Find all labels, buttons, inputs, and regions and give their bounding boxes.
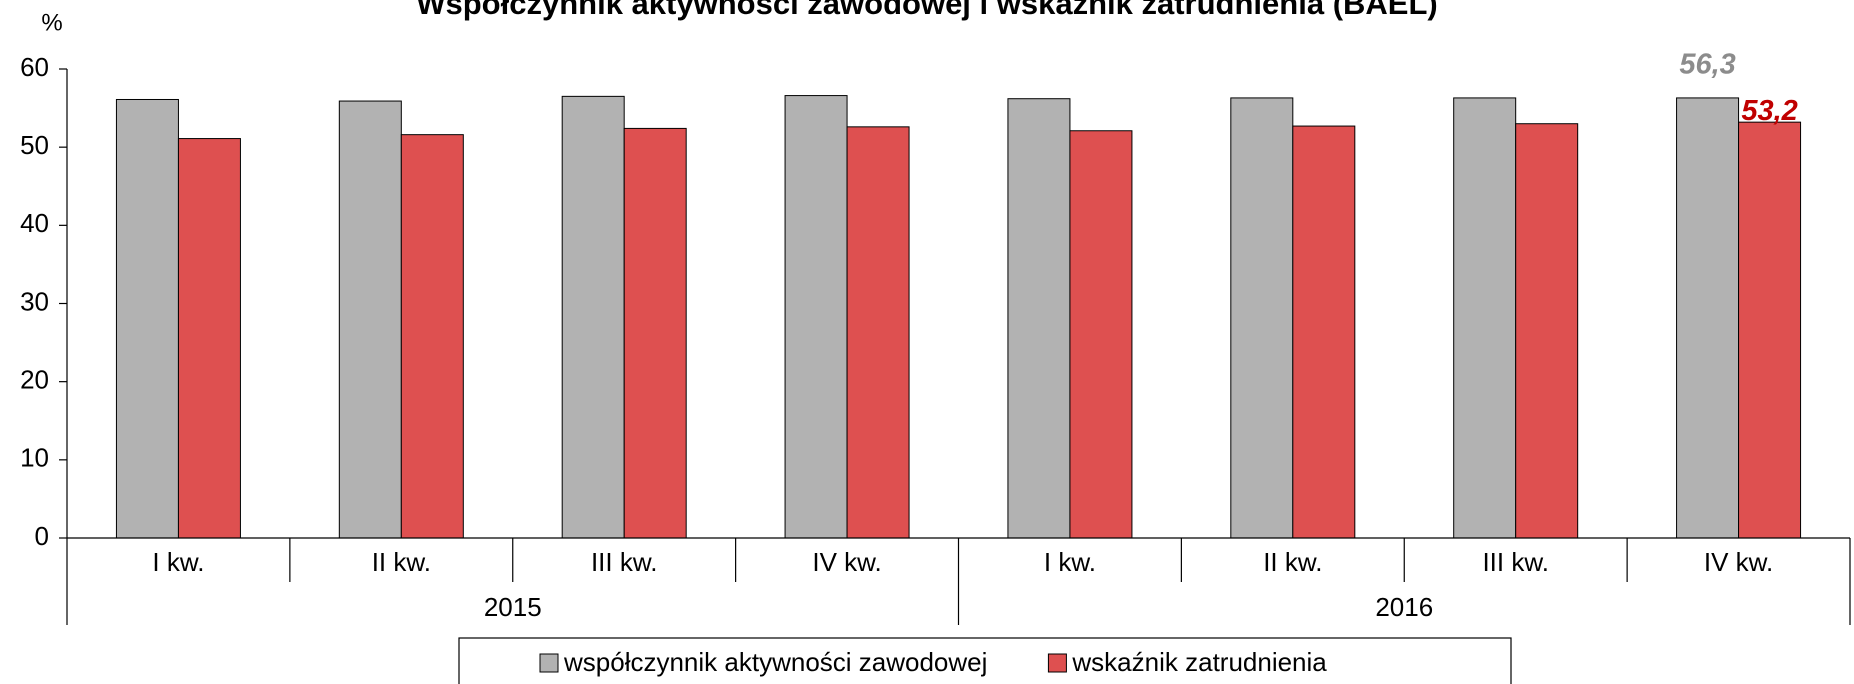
y-tick-label: 30 [20,286,49,316]
value-label: 53,2 [1741,95,1797,127]
group-label: 2016 [1375,592,1433,622]
y-tick-label: 50 [20,130,49,160]
x-tick-label: II kw. [1263,547,1322,577]
bar [1453,97,1517,539]
bar [623,127,687,539]
bar [338,100,402,539]
legend-swatch [1047,653,1067,673]
bar [1292,125,1356,539]
bar [1230,97,1294,539]
x-tick-label: II kw. [372,547,431,577]
legend-label: wskaźnik zatrudnienia [1071,647,1327,677]
legend-label: współczynnik aktywności zawodowej [563,647,987,677]
x-tick-label: III kw. [1482,547,1548,577]
bar [784,95,848,539]
bar [846,126,910,539]
y-tick-label: 10 [20,443,49,473]
chart-title: Współczynnik aktywności zawodowej i wska… [416,0,1437,21]
x-tick-label: I kw. [1044,547,1096,577]
bar [1515,123,1579,539]
x-tick-label: I kw. [152,547,204,577]
bar [561,95,625,539]
bar [115,98,179,539]
y-axis-label: % [41,9,62,36]
bar [1676,97,1740,539]
bar [400,134,464,539]
x-tick-label: IV kw. [812,547,881,577]
y-tick-label: 40 [20,208,49,238]
bar [1069,130,1133,539]
bar [1738,121,1802,539]
y-tick-label: 0 [35,521,49,551]
value-label: 56,3 [1679,49,1735,81]
group-label: 2015 [484,592,542,622]
x-tick-label: III kw. [591,547,657,577]
bar [1007,98,1071,539]
legend-swatch [539,653,559,673]
legend-box [458,637,1512,684]
y-tick-label: 20 [20,365,49,395]
bar [177,138,241,539]
y-tick-label: 60 [20,52,49,82]
x-tick-label: IV kw. [1704,547,1773,577]
